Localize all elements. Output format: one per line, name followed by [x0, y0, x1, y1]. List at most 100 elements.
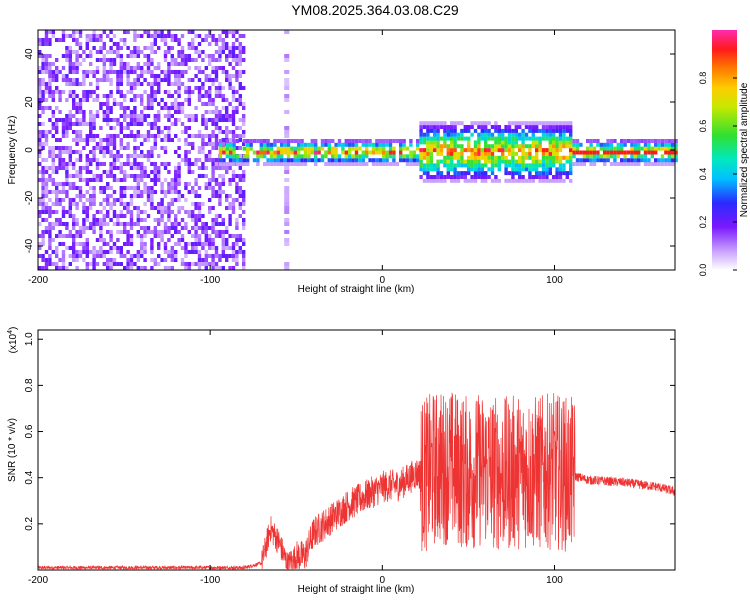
snr-x-tick-label: -200 — [28, 575, 48, 586]
spectrogram-cell — [552, 163, 556, 168]
spectrogram-cell — [112, 142, 117, 146]
spectrogram-cell — [123, 222, 127, 226]
spectrogram-cell — [552, 144, 556, 149]
spectrogram-cell — [592, 158, 597, 163]
spectrogram-cell — [109, 118, 113, 122]
spectrogram-cell — [140, 134, 144, 138]
spectrogram-cell — [514, 132, 518, 137]
spectrogram-cell — [228, 178, 232, 182]
spectrogram-cell — [89, 118, 93, 122]
spectrogram-cell — [146, 138, 151, 142]
spectrogram-cell — [667, 146, 671, 151]
spectrogram-cell — [429, 178, 433, 183]
spectrogram-cell — [157, 82, 161, 86]
spectrogram-cell — [562, 178, 566, 183]
spectrogram-cell — [429, 125, 433, 129]
spectrogram-cell — [225, 78, 229, 82]
spectrogram-cell — [603, 162, 607, 166]
spectrogram-cell — [129, 210, 134, 214]
spectrogram-cell — [106, 118, 110, 122]
spectrogram-cell — [41, 122, 45, 126]
snr-y-tick-label: 0.8 — [24, 378, 35, 392]
spectrogram-cell — [75, 254, 79, 258]
spectrogram-cell — [433, 163, 437, 168]
spectrogram-cell — [443, 140, 447, 145]
spectrogram-cell — [150, 150, 154, 154]
spectrogram-cell — [129, 218, 134, 222]
spectrogram-cell — [429, 163, 433, 168]
spectrogram-cell — [211, 206, 215, 210]
spectrogram-cell — [484, 136, 488, 141]
spectrogram-cell — [51, 202, 55, 206]
spectrogram-cell — [153, 162, 157, 166]
spectrogram-cell — [371, 158, 376, 163]
spectrogram-cell — [228, 166, 232, 170]
spectrogram-cell — [75, 110, 79, 114]
spectrogram-cell — [38, 154, 42, 158]
spectrogram-cell — [51, 34, 55, 38]
spectrogram-cell — [351, 154, 355, 159]
spectrogram-cell — [225, 114, 229, 118]
spectrogram-cell — [89, 222, 93, 226]
spectrogram-cell — [221, 42, 225, 46]
spectrogram-cell — [284, 206, 290, 210]
spectrogram-cell — [177, 42, 181, 46]
spectrogram-cell — [129, 238, 134, 242]
spectrogram-cell — [214, 138, 219, 142]
spectrogram-cell — [119, 114, 123, 118]
spectrogram-cell — [109, 258, 113, 262]
spectrogram-cell — [167, 90, 171, 94]
spectrogram-cell — [146, 98, 151, 102]
spectrogram-cell — [284, 126, 290, 130]
spectrogram-cell — [72, 38, 76, 42]
spectrogram-cell — [41, 178, 45, 182]
spectrogram-cell — [119, 130, 123, 134]
spectrogram-cell — [565, 140, 569, 145]
spectrogram-cell — [606, 154, 610, 159]
spectrogram-cell — [419, 128, 423, 133]
spectrogram-cell — [41, 194, 45, 198]
spectrogram-cell — [140, 118, 144, 122]
spectrogram-cell — [126, 62, 130, 66]
spectrogram-cell — [65, 126, 69, 130]
spectrogram-cell — [235, 262, 239, 266]
spectrogram-cell — [284, 238, 290, 242]
spectrogram-cell — [238, 174, 242, 178]
spectrogram-cell — [174, 242, 178, 246]
spectrogram-cell — [231, 210, 236, 214]
spectrogram-cell — [286, 150, 291, 155]
spectrogram-cell — [187, 166, 191, 170]
spectrogram-cell — [78, 154, 83, 158]
spectrogram-cell — [68, 70, 72, 74]
spectrogram-cell — [327, 139, 331, 143]
spectrogram-cell — [531, 132, 535, 137]
spectrogram-cell — [214, 106, 219, 110]
spectrogram-cell — [72, 102, 76, 106]
spectrogram-cell — [119, 138, 123, 142]
spectrogram-cell — [647, 146, 651, 151]
spectrogram-cell — [575, 150, 580, 155]
spectrogram-cell — [303, 154, 308, 159]
spectrogram-cell — [126, 46, 130, 50]
spectrogram-cell — [109, 82, 113, 86]
spectrogram-cell — [170, 94, 174, 98]
snr-y-multiplier: (x104) — [7, 327, 19, 354]
spectrogram-cell — [123, 266, 127, 270]
spectrogram-cell — [436, 128, 440, 133]
spectrogram-cell — [667, 142, 671, 147]
spectrogram-cell — [140, 170, 144, 174]
spectrogram-cell — [75, 30, 79, 34]
spectrogram-cell — [119, 74, 123, 78]
spectrogram-cell — [48, 178, 52, 182]
spectrogram-cell — [450, 167, 454, 172]
spectrogram-cell — [238, 202, 242, 206]
spectrogram-cell — [136, 114, 140, 118]
spectrogram-cell — [603, 146, 607, 151]
spectrogram-cell — [68, 162, 72, 166]
spectrogram-cell — [140, 266, 144, 270]
spectrogram-cell — [123, 70, 127, 74]
spectrogram-cell — [484, 125, 488, 129]
spectrogram-cell — [541, 163, 546, 168]
spectrogram-cell — [68, 246, 72, 250]
